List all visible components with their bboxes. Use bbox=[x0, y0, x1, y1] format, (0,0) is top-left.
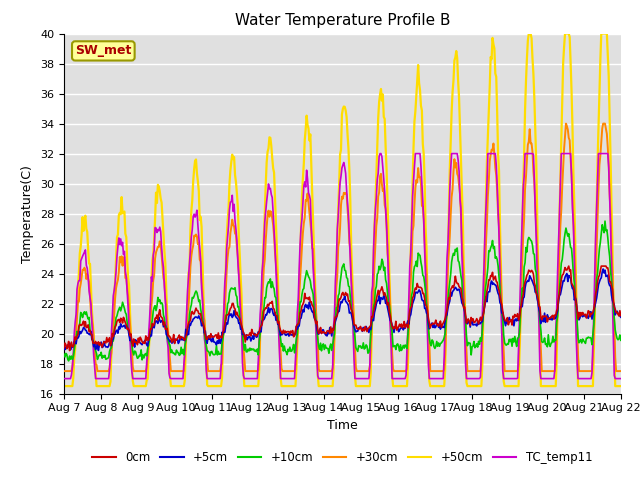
+5cm bbox=[313, 325, 321, 331]
+10cm bbox=[60, 351, 68, 357]
0cm bbox=[565, 263, 573, 269]
+50cm bbox=[60, 383, 68, 389]
+30cm bbox=[312, 305, 320, 311]
TC_temp11 bbox=[159, 257, 166, 263]
Legend: 0cm, +5cm, +10cm, +30cm, +50cm, TC_temp11: 0cm, +5cm, +10cm, +30cm, +50cm, TC_temp1… bbox=[88, 446, 597, 469]
+10cm bbox=[65, 358, 72, 364]
Text: SW_met: SW_met bbox=[75, 44, 131, 58]
TC_temp11 bbox=[376, 151, 384, 156]
0cm bbox=[204, 334, 212, 339]
0cm bbox=[313, 319, 321, 324]
TC_temp11 bbox=[204, 376, 211, 382]
+5cm bbox=[159, 324, 167, 330]
+10cm bbox=[389, 344, 397, 349]
+30cm bbox=[562, 120, 570, 126]
+10cm bbox=[601, 218, 609, 224]
TC_temp11 bbox=[389, 376, 397, 382]
+50cm bbox=[204, 382, 211, 388]
+5cm bbox=[95, 348, 102, 353]
+5cm bbox=[480, 306, 488, 312]
Line: +30cm: +30cm bbox=[64, 123, 621, 371]
+50cm bbox=[312, 311, 320, 316]
+10cm bbox=[159, 312, 167, 318]
+30cm bbox=[159, 264, 166, 270]
Title: Water Temperature Profile B: Water Temperature Profile B bbox=[235, 13, 450, 28]
Line: TC_temp11: TC_temp11 bbox=[64, 154, 621, 379]
+30cm bbox=[479, 311, 487, 317]
TC_temp11 bbox=[433, 376, 440, 382]
+50cm bbox=[159, 216, 166, 221]
0cm bbox=[66, 348, 74, 353]
+50cm bbox=[432, 383, 440, 389]
+5cm bbox=[433, 321, 440, 327]
Line: +50cm: +50cm bbox=[64, 34, 621, 386]
+10cm bbox=[433, 338, 440, 344]
+5cm bbox=[204, 334, 212, 339]
+10cm bbox=[617, 337, 625, 343]
+10cm bbox=[204, 348, 212, 354]
+30cm bbox=[617, 368, 625, 374]
Line: 0cm: 0cm bbox=[64, 266, 621, 350]
+10cm bbox=[480, 306, 488, 312]
Y-axis label: Temperature(C): Temperature(C) bbox=[22, 165, 35, 263]
+5cm bbox=[599, 266, 607, 272]
+50cm bbox=[479, 317, 487, 323]
+10cm bbox=[313, 326, 321, 332]
+5cm bbox=[60, 342, 68, 348]
Line: +5cm: +5cm bbox=[64, 269, 621, 350]
+30cm bbox=[60, 368, 68, 374]
0cm bbox=[159, 322, 167, 328]
Line: +10cm: +10cm bbox=[64, 221, 621, 361]
+50cm bbox=[525, 31, 532, 36]
+30cm bbox=[432, 368, 440, 374]
TC_temp11 bbox=[480, 258, 488, 264]
0cm bbox=[60, 345, 68, 351]
TC_temp11 bbox=[312, 327, 320, 333]
0cm bbox=[389, 326, 397, 332]
0cm bbox=[617, 312, 625, 318]
0cm bbox=[433, 322, 440, 327]
0cm bbox=[480, 307, 488, 312]
+30cm bbox=[204, 356, 211, 362]
+5cm bbox=[617, 314, 625, 320]
+30cm bbox=[388, 349, 396, 355]
+5cm bbox=[389, 324, 397, 330]
TC_temp11 bbox=[617, 376, 625, 382]
+50cm bbox=[388, 371, 396, 376]
X-axis label: Time: Time bbox=[327, 419, 358, 432]
TC_temp11 bbox=[60, 376, 68, 382]
+50cm bbox=[617, 383, 625, 389]
